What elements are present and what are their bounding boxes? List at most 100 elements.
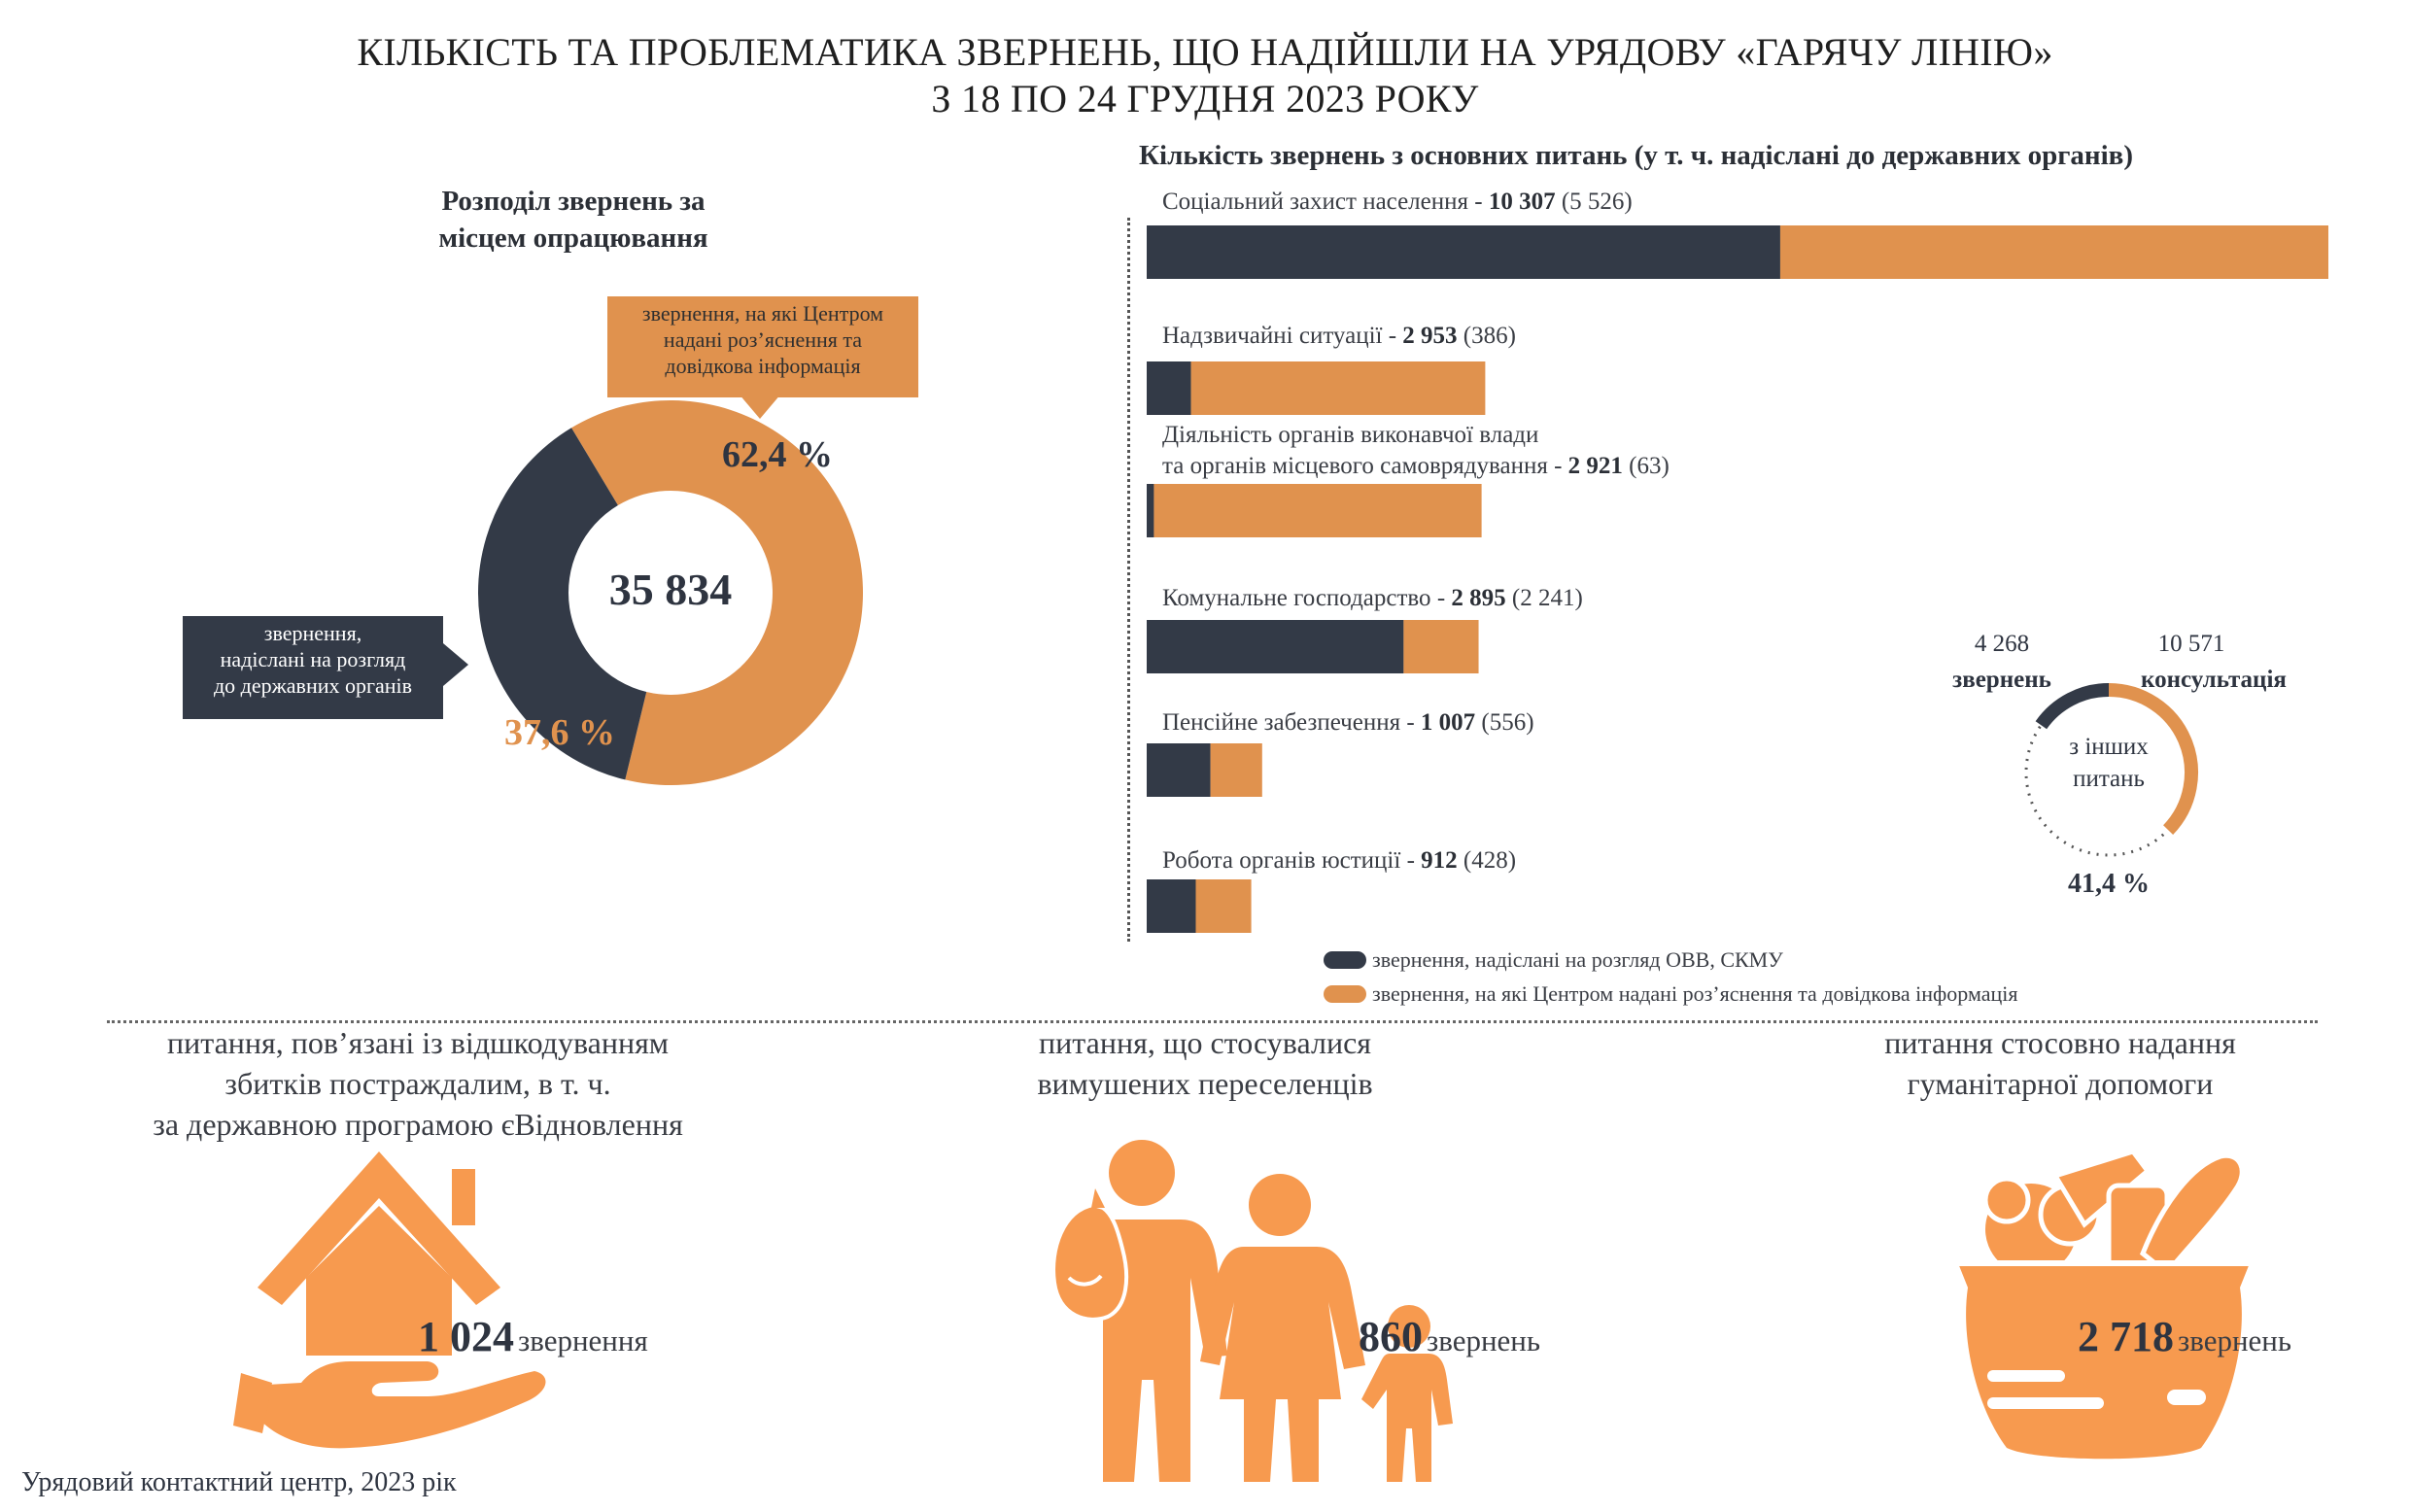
bar-consultations-justice bbox=[1195, 879, 1252, 933]
bar-sent-social: (5 526) bbox=[1561, 189, 1633, 215]
bar-sent-utilities bbox=[1147, 620, 1404, 673]
bar-label-utilities: Комунальне господарство - 2 895 (2 241) bbox=[1162, 585, 1583, 611]
bar-consultations-social bbox=[1779, 225, 2328, 279]
callout-sent-line-3: до державних органів bbox=[213, 673, 413, 698]
bar-total-social: 10 307 bbox=[1488, 189, 1556, 215]
section-idp-number: 860 bbox=[1359, 1313, 1423, 1360]
family-with-bag-icon bbox=[1051, 1140, 1453, 1482]
bar-label-authorities: Діяльність органів виконавчої влади та о… bbox=[1162, 422, 1670, 479]
donut-title-line-1: Розподіл звернень за bbox=[441, 186, 706, 217]
title-line-1: КІЛЬКІСТЬ ТА ПРОБЛЕМАТИКА ЗВЕРНЕНЬ, ЩО Н… bbox=[357, 30, 2053, 74]
grocery-basket-icon bbox=[1958, 1149, 2250, 1460]
ring-sent-label: звернень bbox=[1952, 667, 2051, 693]
legend-swatch-consultations bbox=[1324, 985, 1366, 1003]
bar-sent-justice: (428) bbox=[1463, 847, 1517, 874]
callout-consultations-line-2: надані роз’яснення та bbox=[663, 327, 863, 352]
callout-sent-pointer bbox=[443, 643, 468, 686]
other-issues-ring: 4 268 звернень 10 571 консультація з інш… bbox=[1952, 631, 2287, 899]
callout-sent: звернення, надіслані на розгляд до держа… bbox=[183, 616, 443, 719]
section-idp-title-line-1: питання, що стосувалися bbox=[1039, 1025, 1371, 1060]
section-divider bbox=[107, 1020, 2318, 1023]
bar-total-justice: 912 bbox=[1421, 847, 1458, 874]
callout-sent-line-2: надіслані на розгляд bbox=[220, 647, 406, 671]
section-compensation-figure: 1 024 звернення bbox=[418, 1312, 648, 1361]
section-compensation-number: 1 024 bbox=[418, 1313, 514, 1360]
bar-category-emergency: Надзвичайні ситуації bbox=[1162, 323, 1383, 349]
donut-label-consultations: 62,4 % bbox=[722, 434, 833, 475]
legend-label-sent: звернення, надіслані на розгляд ОВВ, СКМ… bbox=[1372, 947, 1783, 972]
section-idp-title-line-2: вимушених переселенців bbox=[1037, 1066, 1373, 1101]
section-compensation-title-line-2: збитків постраждалим, в т. ч. bbox=[224, 1066, 611, 1101]
callout-consultations: звернення, на які Центром надані роз’ясн… bbox=[607, 296, 918, 397]
callout-consultations-pointer bbox=[739, 394, 781, 419]
callout-consultations-line-1: звернення, на які Центром bbox=[641, 301, 884, 326]
donut-title: Розподіл звернень за місцем опрацювання bbox=[330, 183, 816, 257]
section-idp-title: питання, що стосувалися вимушених пересе… bbox=[933, 1022, 1477, 1104]
bar-consultations-emergency bbox=[1190, 361, 1486, 415]
callout-consultations-line-3: довідкова інформація bbox=[665, 354, 861, 378]
bar-label-pension: Пенсійне забезпечення - 1 007 (556) bbox=[1162, 709, 1534, 736]
ring-consult-label: консультація bbox=[2141, 667, 2287, 693]
ring-share-label: 41,4 % bbox=[2068, 869, 2150, 899]
title-line-2: З 18 ПО 24 ГРУДНЯ 2023 РОКУ bbox=[931, 77, 1479, 120]
ring-center-line-2: питань bbox=[2073, 766, 2145, 792]
section-humanitarian-title: питання стосовно надання гуманітарної до… bbox=[1808, 1022, 2313, 1104]
donut-chart: 35 834 62,4 % 37,6 % bbox=[478, 400, 863, 785]
bar-category-social: Соціальний захист населення bbox=[1162, 189, 1469, 215]
bar-total-emergency: 2 953 bbox=[1402, 323, 1458, 349]
bar-label-justice: Робота органів юстиції - 912 (428) bbox=[1162, 847, 1517, 874]
section-humanitarian-number: 2 718 bbox=[2078, 1313, 2174, 1360]
bar-sent-social bbox=[1147, 225, 1780, 279]
ring-segment-sent bbox=[2035, 683, 2110, 730]
section-idp-figure: 860 звернень bbox=[1359, 1312, 1540, 1361]
ring-segment-consultations bbox=[2108, 683, 2198, 835]
bar-sent-emergency: (386) bbox=[1463, 323, 1516, 349]
callout-sent-line-1: звернення, bbox=[263, 621, 362, 645]
donut-title-line-2: місцем опрацювання bbox=[438, 223, 708, 254]
section-humanitarian-title-line-1: питання стосовно надання bbox=[1884, 1025, 2236, 1060]
bar-category-justice: Робота органів юстиції bbox=[1162, 847, 1401, 874]
section-humanitarian-figure: 2 718 звернень bbox=[2078, 1312, 2291, 1361]
ring-consult-value: 10 571 bbox=[2158, 631, 2225, 657]
bar-chart-title: Кількість звернень з основних питань (у … bbox=[1139, 140, 2134, 171]
bar-sent-emergency bbox=[1147, 361, 1191, 415]
donut-slice-sent bbox=[478, 428, 647, 780]
source-note: Урядовий контактний центр, 2023 рік bbox=[21, 1467, 457, 1497]
page-title: КІЛЬКІСТЬ ТА ПРОБЛЕМАТИКА ЗВЕРНЕНЬ, ЩО Н… bbox=[0, 29, 2410, 122]
bar-label-emergency: Надзвичайні ситуації - 2 953 (386) bbox=[1162, 323, 1516, 349]
bar-category-pension: Пенсійне забезпечення bbox=[1162, 709, 1401, 736]
legend-item-sent: звернення, надіслані на розгляд ОВВ, СКМ… bbox=[1324, 947, 1783, 973]
section-idp-unit: звернень bbox=[1427, 1323, 1541, 1357]
donut-label-sent: 37,6 % bbox=[504, 712, 615, 753]
bar-total-pension: 1 007 bbox=[1420, 709, 1476, 736]
bar-consultations-utilities bbox=[1403, 620, 1479, 673]
ring-center-line-1: з інших bbox=[2069, 734, 2149, 760]
bar-sent-authorities: (63) bbox=[1629, 453, 1670, 479]
bar-total-utilities: 2 895 bbox=[1451, 585, 1506, 611]
ring-sent-value: 4 268 bbox=[1975, 631, 2029, 657]
bar-consultations-pension bbox=[1210, 743, 1262, 797]
bar-sent-authorities bbox=[1147, 484, 1154, 537]
section-compensation-title-line-3: за державною програмою єВідновлення bbox=[153, 1107, 683, 1142]
section-compensation-unit: звернення bbox=[518, 1323, 648, 1357]
bar-chart bbox=[1147, 225, 2328, 933]
bar-chart-axis bbox=[1127, 218, 1130, 942]
section-humanitarian-unit: звернень bbox=[2178, 1323, 2292, 1357]
bar-category-utilities: Комунальне господарство bbox=[1162, 585, 1431, 611]
legend-label-consultations: звернення, на які Центром надані роз’ясн… bbox=[1372, 981, 2018, 1006]
section-humanitarian-title-line-2: гуманітарної допомоги bbox=[1907, 1066, 2214, 1101]
section-compensation-title: питання, пов’язані із відшкодуванням зби… bbox=[39, 1022, 797, 1145]
donut-center-total: 35 834 bbox=[609, 565, 733, 614]
section-compensation-title-line-1: питання, пов’язані із відшкодуванням bbox=[166, 1025, 670, 1060]
bar-category-authorities-line-2: та органів місцевого самоврядування bbox=[1162, 453, 1548, 479]
bar-total-authorities: 2 921 bbox=[1567, 453, 1623, 479]
legend-swatch-sent bbox=[1324, 951, 1366, 969]
bar-sent-utilities: (2 241) bbox=[1511, 585, 1583, 611]
bar-sent-pension bbox=[1147, 743, 1211, 797]
bar-category-authorities-line-1: Діяльність органів виконавчої влади bbox=[1162, 422, 1539, 448]
donut-slice-consultations bbox=[571, 400, 863, 785]
bar-consultations-authorities bbox=[1153, 484, 1482, 537]
house-in-hand-icon bbox=[233, 1151, 546, 1449]
bar-label-social: Соціальний захист населення - 10 307 (5 … bbox=[1162, 189, 1633, 215]
bar-sent-pension: (556) bbox=[1481, 709, 1534, 736]
